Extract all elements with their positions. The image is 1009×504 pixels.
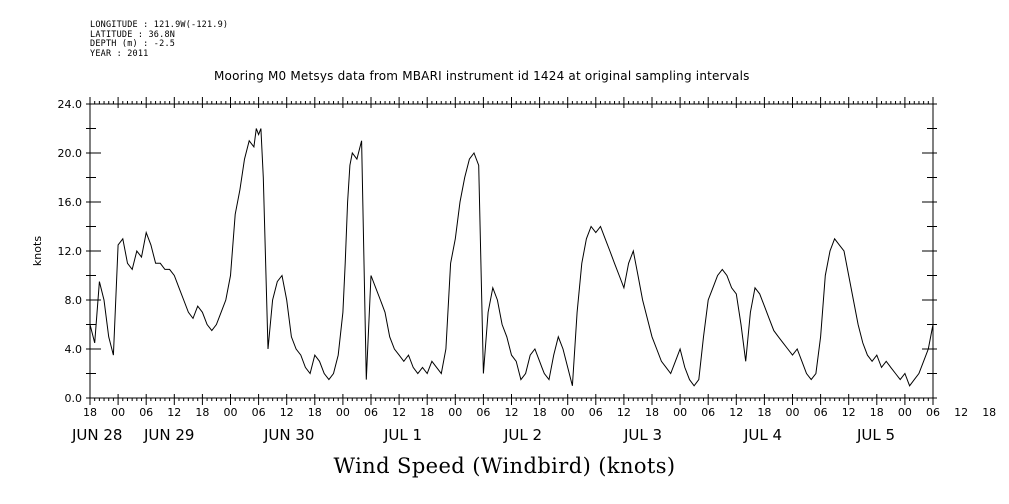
x-hour-label: 00: [224, 406, 238, 419]
axis-ticks: [86, 97, 937, 405]
x-hour-label: 06: [814, 406, 828, 419]
x-hour-label: 00: [561, 406, 575, 419]
x-hour-label: 12: [842, 406, 856, 419]
x-hour-label: 12: [617, 406, 631, 419]
x-day-label: JUL 1: [383, 426, 422, 444]
longitude-text: LONGITUDE : 121.9W(-121.9): [90, 20, 229, 30]
axis-labels: 0.0 4.0 8.0 12.0 16.0 20.0 24.0 18 00 06 12 18 00 06 1…: [58, 98, 997, 444]
y-tick-label: 8.0: [65, 294, 83, 307]
x-hour-label: 12: [392, 406, 406, 419]
x-hour-label: 18: [308, 406, 322, 419]
y-tick-label: 24.0: [58, 98, 83, 111]
x-hour-label: 06: [252, 406, 266, 419]
x-day-label: JUL 4: [743, 426, 782, 444]
x-hour-label: 00: [336, 406, 350, 419]
x-hour-label: 00: [111, 406, 125, 419]
plot-frame: [89, 103, 934, 399]
x-hour-label: 06: [589, 406, 603, 419]
x-hour-label: 12: [729, 406, 743, 419]
x-hour-label: 18: [533, 406, 547, 419]
x-hour-label: 18: [195, 406, 209, 419]
chart-title: Wind Speed (Windbird) (knots): [333, 454, 676, 478]
y-tick-label: 16.0: [58, 196, 83, 209]
x-hour-label: 18: [420, 406, 434, 419]
x-hour-label: 12: [280, 406, 294, 419]
x-hour-label: 06: [364, 406, 378, 419]
x-day-label: JUL 2: [503, 426, 542, 444]
y-tick-label: 0.0: [65, 392, 83, 405]
metadata-block: LONGITUDE : 121.9W(-121.9) LATITUDE : 36…: [90, 20, 229, 59]
x-hour-label: 00: [448, 406, 462, 419]
y-axis-label: knots: [31, 236, 44, 266]
x-hour-label: 00: [673, 406, 687, 419]
y-tick-label: 20.0: [58, 147, 83, 160]
x-day-label: JUN 29: [143, 426, 194, 444]
year-text: YEAR : 2011: [90, 48, 149, 59]
y-tick-label: 4.0: [65, 343, 83, 356]
x-hour-label: 00: [898, 406, 912, 419]
x-hour-label: 12: [505, 406, 519, 419]
x-hour-label: 18: [870, 406, 884, 419]
x-day-label: JUN 30: [263, 426, 314, 444]
x-hour-label: 06: [476, 406, 490, 419]
depth-text: DEPTH (m) : -2.5: [90, 39, 176, 49]
x-hour-label: 18: [757, 406, 771, 419]
series-line-wind-speed: [89, 128, 934, 387]
x-day-label: JUL 3: [623, 426, 662, 444]
chart-subtitle: Mooring M0 Metsys data from MBARI instru…: [214, 69, 750, 83]
y-tick-label: 12.0: [58, 245, 83, 258]
x-day-label: JUL 5: [856, 426, 895, 444]
x-hour-label: 18: [83, 406, 97, 419]
x-day-label: JUN 28: [71, 426, 122, 444]
x-hour-label: 06: [701, 406, 715, 419]
x-hour-label: 18: [982, 406, 996, 419]
x-hour-label: 06: [139, 406, 153, 419]
latitude-text: LATITUDE : 36.8N: [90, 29, 176, 40]
x-hour-label: 06: [926, 406, 940, 419]
x-hour-label: 12: [167, 406, 181, 419]
x-hour-label: 18: [645, 406, 659, 419]
x-hour-label: 12: [954, 406, 968, 419]
x-hour-label: 00: [786, 406, 800, 419]
